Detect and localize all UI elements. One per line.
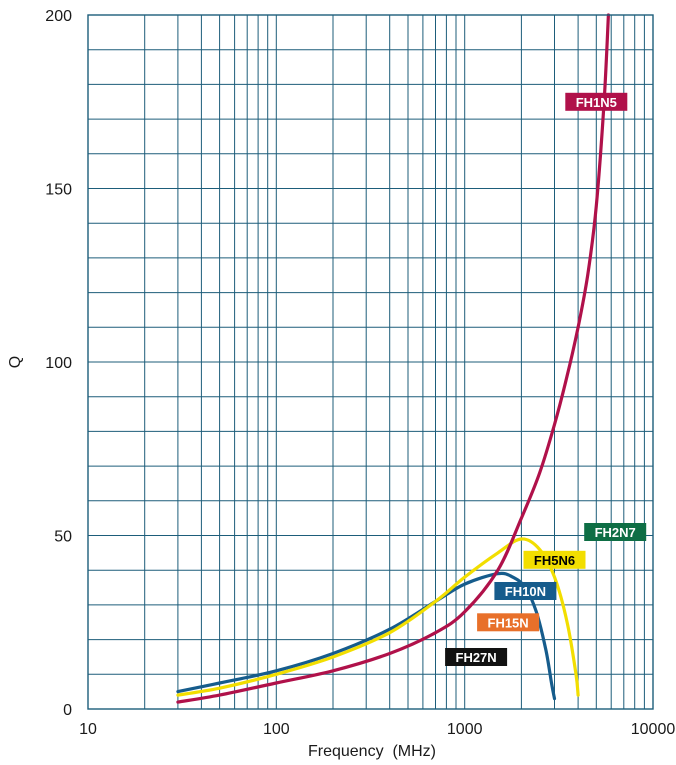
series-label-box [445, 648, 508, 666]
x-axis-ticks: 10 100 1000 10000 [79, 721, 675, 738]
y-tick-label: 50 [54, 529, 72, 546]
y-tick-label: 100 [45, 355, 72, 372]
y-axis-title: Q [7, 356, 24, 368]
x-axis-title: Frequency (MHz) [308, 743, 436, 760]
x-tick-label: 1000 [447, 721, 483, 738]
y-tick-label: 200 [45, 8, 72, 25]
series-label-text: FH5N6 [534, 553, 575, 568]
data-series [176, 13, 610, 704]
series-label-box [494, 582, 557, 600]
series-label-box [584, 523, 647, 541]
series-label-text: FH1N5 [576, 95, 617, 110]
x-tick-label: 10 [79, 721, 97, 738]
series-label-text: FH15N [488, 615, 529, 630]
series-label-box [565, 92, 628, 111]
series-label-fh5n6: FH5N6 [523, 550, 586, 569]
series-label-fh27n: FH27N [445, 648, 508, 666]
series-line-fh10n [176, 571, 557, 701]
series-line-fh5n6 [176, 537, 580, 697]
series-label-fh10n: FH10N [494, 582, 557, 600]
x-tick-label: 10000 [631, 721, 676, 738]
series-label-text: FH27N [456, 650, 497, 665]
series-labels: FH1N5 FH2N7 FH5N6 FH10N FH15N FH27N [445, 92, 647, 666]
series-label-text: FH10N [505, 584, 546, 599]
series-label-fh1n5: FH1N5 [565, 92, 628, 111]
grid [88, 15, 653, 709]
x-tick-label: 100 [263, 721, 290, 738]
series-line-fh1n5 [176, 13, 610, 704]
y-axis-ticks: 0 50 100 150 200 [45, 8, 72, 719]
series-label-box [523, 550, 586, 569]
series-label-fh2n7: FH2N7 [584, 523, 647, 541]
y-tick-label: 150 [45, 182, 72, 199]
series-label-text: FH2N7 [595, 525, 636, 540]
plot-frame [87, 14, 654, 710]
series-label-fh15n: FH15N [477, 613, 540, 632]
y-tick-label: 0 [63, 702, 72, 719]
series-label-box [477, 613, 540, 632]
